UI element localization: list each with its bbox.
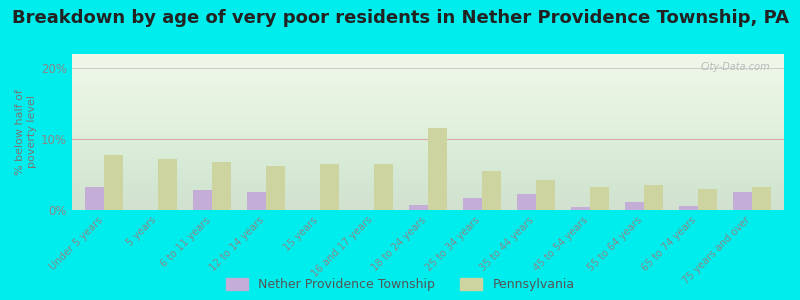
Bar — [104, 155, 123, 210]
Bar — [212, 162, 231, 210]
Bar — [482, 171, 501, 210]
Bar — [320, 164, 339, 210]
Bar — [517, 194, 536, 210]
Bar — [463, 198, 482, 210]
Bar — [266, 166, 285, 210]
Bar — [86, 187, 104, 210]
Bar — [752, 187, 770, 210]
Y-axis label: % below half of
poverty level: % below half of poverty level — [15, 89, 37, 175]
Legend: Nether Providence Township, Pennsylvania: Nether Providence Township, Pennsylvania — [226, 278, 574, 291]
Bar — [536, 180, 554, 210]
Text: City-Data.com: City-Data.com — [700, 62, 770, 72]
Bar — [644, 185, 662, 210]
Bar — [733, 192, 752, 210]
Bar — [194, 190, 212, 210]
Bar — [247, 192, 266, 210]
Bar — [374, 164, 393, 210]
Bar — [571, 207, 590, 210]
Bar — [698, 189, 717, 210]
Bar — [428, 128, 447, 210]
Text: Breakdown by age of very poor residents in Nether Providence Township, PA: Breakdown by age of very poor residents … — [11, 9, 789, 27]
Bar — [409, 205, 428, 210]
Bar — [625, 202, 644, 210]
Bar — [590, 187, 609, 210]
Bar — [679, 206, 698, 210]
Bar — [158, 159, 177, 210]
